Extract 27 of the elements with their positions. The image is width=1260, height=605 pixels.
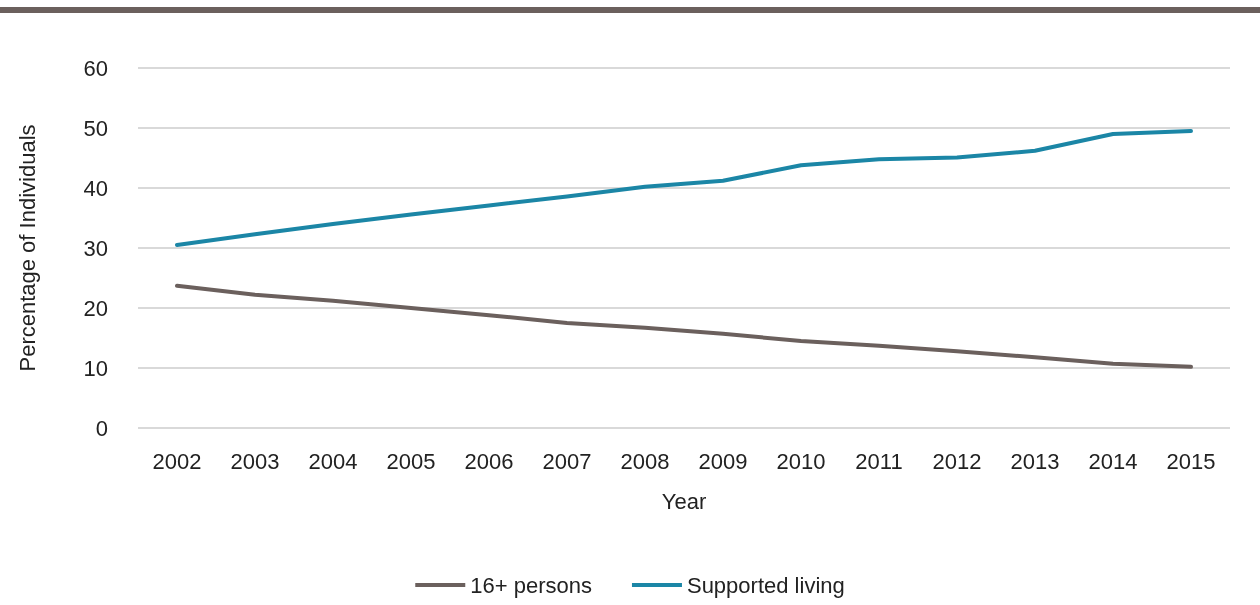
legend-label: 16+ persons	[470, 572, 592, 598]
x-tick-label: 2014	[1088, 448, 1138, 474]
x-tick-label: 2013	[1010, 448, 1060, 474]
x-tick-label: 2012	[932, 448, 982, 474]
x-tick-label: 2010	[776, 448, 826, 474]
y-tick-label: 50	[83, 115, 108, 141]
x-tick-label: 2015	[1166, 448, 1216, 474]
y-tick-label: 0	[95, 415, 108, 441]
y-tick-label: 40	[83, 175, 108, 201]
x-tick-label: 2004	[308, 448, 358, 474]
y-tick-label: 10	[83, 355, 108, 381]
y-axis-title: Percentage of Individuals	[14, 124, 40, 372]
x-tick-label: 2009	[698, 448, 748, 474]
x-tick-label: 2005	[386, 448, 436, 474]
x-tick-label: 2011	[855, 448, 903, 474]
x-tick-label: 2002	[152, 448, 202, 474]
x-tick-label: 2003	[230, 448, 280, 474]
x-tick-label: 2007	[542, 448, 592, 474]
y-tick-label: 60	[83, 55, 108, 81]
line-series	[175, 129, 1193, 247]
x-tick-label: 2006	[464, 448, 514, 474]
x-tick-label: 2008	[620, 448, 670, 474]
x-axis-title: Year	[661, 488, 707, 514]
y-tick-label: 20	[83, 295, 108, 321]
y-tick-label: 30	[83, 235, 108, 261]
legend-label: Supported living	[686, 572, 845, 598]
line-series	[175, 283, 1193, 369]
